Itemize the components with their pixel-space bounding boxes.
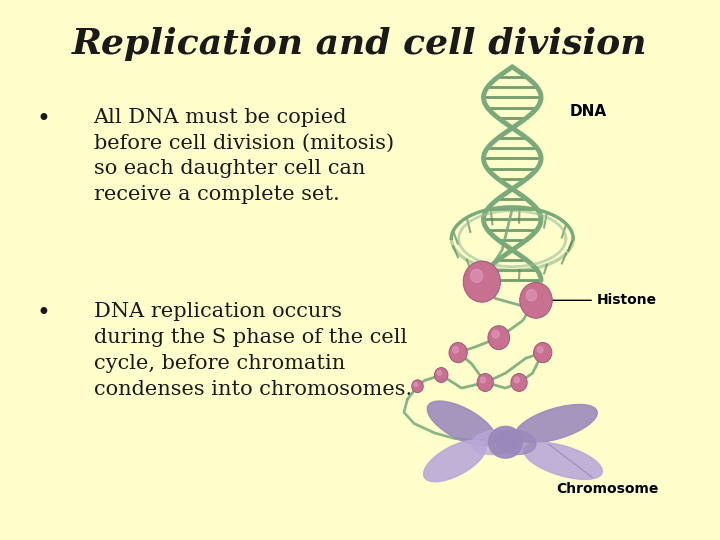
Circle shape [434,368,448,382]
Circle shape [437,370,441,375]
Circle shape [534,342,552,363]
Circle shape [537,347,543,353]
Text: DNA: DNA [570,104,607,119]
Ellipse shape [427,401,496,446]
Circle shape [471,269,482,282]
Ellipse shape [423,440,486,482]
Circle shape [463,261,500,302]
Circle shape [488,326,510,349]
Text: •: • [36,108,50,131]
Text: •: • [36,302,50,326]
Circle shape [449,342,467,363]
Text: Histone: Histone [539,293,657,307]
Ellipse shape [472,430,519,455]
Text: All DNA must be copied
before cell division (mitosis)
so each daughter cell can
: All DNA must be copied before cell divis… [94,108,394,204]
Circle shape [480,377,485,383]
Circle shape [492,330,499,338]
Circle shape [526,289,536,301]
Circle shape [453,347,459,353]
Ellipse shape [489,427,523,458]
Circle shape [514,377,519,383]
Circle shape [520,282,552,318]
Circle shape [414,382,418,387]
Ellipse shape [516,404,598,443]
Text: Chromosome: Chromosome [549,444,659,496]
Text: Replication and cell division: Replication and cell division [72,27,648,61]
Circle shape [477,374,493,391]
Circle shape [412,380,423,393]
Ellipse shape [495,430,536,455]
Circle shape [511,374,527,391]
Ellipse shape [523,442,603,480]
Text: DNA replication occurs
during the S phase of the cell
cycle, before chromatin
co: DNA replication occurs during the S phas… [94,302,412,399]
